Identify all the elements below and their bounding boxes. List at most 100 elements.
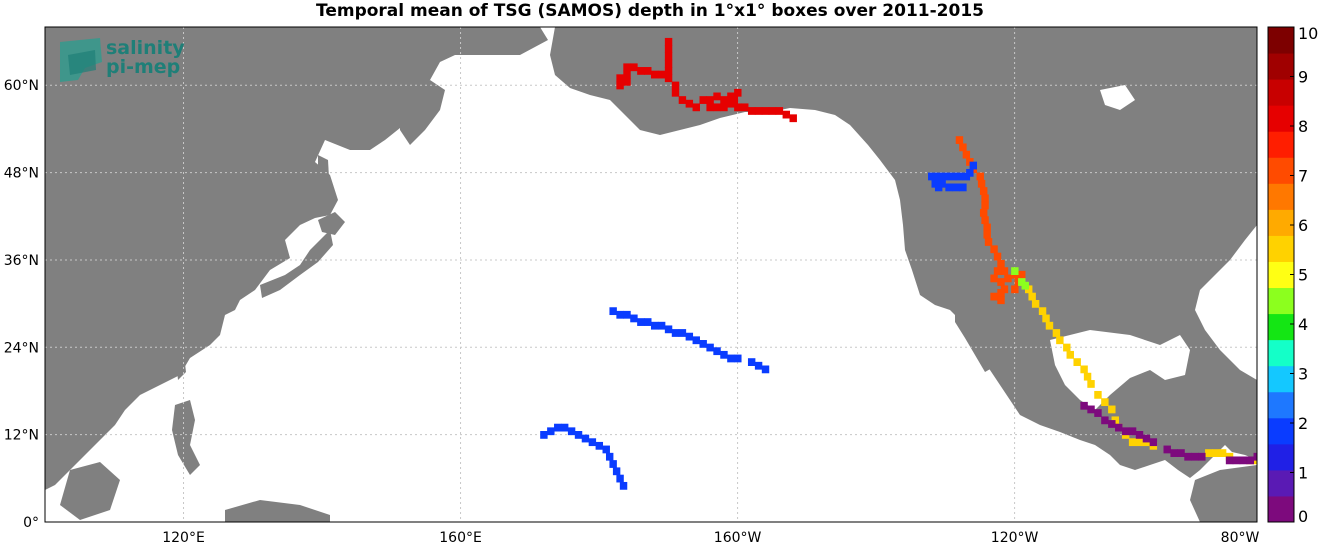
data-cell-pacific-blue xyxy=(644,318,652,326)
lat-tick-label: 24°N xyxy=(4,340,39,356)
data-cell-alaska xyxy=(706,103,714,112)
land-borneo xyxy=(60,462,120,520)
data-cell-mexico-green xyxy=(1087,380,1095,388)
data-cell-pacific-blue xyxy=(761,365,770,374)
data-cell-pacific-blue xyxy=(671,329,680,337)
colorbar-segment xyxy=(1268,287,1294,315)
data-cell-mexico-green xyxy=(1083,372,1092,381)
data-cell-mexico-purple xyxy=(1135,431,1144,439)
data-cell-mexico-purple xyxy=(1253,452,1257,461)
data-cell-mexico-green xyxy=(1028,292,1036,301)
data-cell-alaska xyxy=(616,74,624,83)
data-cell-us-west-coast xyxy=(993,267,1002,275)
colorbar-segment xyxy=(1268,183,1294,210)
data-cell-pacific-blue xyxy=(651,321,659,330)
data-cell-west-pacific-blue xyxy=(567,427,576,436)
data-cell-alaska xyxy=(685,99,694,108)
data-cell-west-pacific-blue xyxy=(609,460,617,468)
colorbar-segment xyxy=(1268,365,1294,393)
land-hudson-water xyxy=(1100,85,1135,110)
data-cell-alaska xyxy=(761,107,770,115)
data-cell-us-west-coast xyxy=(997,296,1005,305)
data-cell-alaska xyxy=(734,103,742,112)
colorbar-segment xyxy=(1268,235,1294,262)
colorbar-tick-label: 9 xyxy=(1298,68,1308,87)
data-cell-baja-mixed xyxy=(1021,281,1029,290)
data-cell-pacific-blue xyxy=(720,350,728,359)
land-sakhalin xyxy=(318,155,330,210)
data-cell-mexico-purple xyxy=(1128,427,1137,436)
data-cell-mexico-purple xyxy=(1232,456,1241,465)
data-cell-pnw-blue xyxy=(952,183,960,192)
colorbar-segment xyxy=(1268,131,1294,158)
data-cell-alaska xyxy=(657,70,666,79)
data-cell-mexico-green xyxy=(1073,358,1081,366)
colorbar: 0 1 2 3 4 5 6 7 8 9 10 xyxy=(1267,24,1318,526)
data-cell-west-pacific-blue xyxy=(560,423,569,432)
colorbar-segment xyxy=(1268,53,1294,80)
logo-line1: salinity xyxy=(106,37,185,59)
data-cell-alaska xyxy=(671,88,680,97)
data-cell-pacific-blue xyxy=(734,354,742,363)
colorbar-segment xyxy=(1268,417,1294,445)
lat-tick-label: 60°N xyxy=(4,78,39,94)
data-cell-pnw-blue xyxy=(945,183,953,192)
data-cell-pacific-blue xyxy=(630,314,638,323)
data-cell-us-west-coast xyxy=(979,187,988,195)
data-cell-mexico-green xyxy=(1260,460,1267,468)
data-cell-west-pacific-blue xyxy=(554,423,562,432)
axis-ticks: 120°E 160°E 160°W 120°W 80°W 0° 12°N 24°N 36°N 48… xyxy=(4,78,1260,544)
logo: salinity pi-mep xyxy=(60,37,185,82)
data-cell-alaska xyxy=(623,63,631,72)
data-cell-west-pacific-blue xyxy=(595,441,604,450)
land-florida-gulf-water xyxy=(1050,330,1190,410)
data-cell-alaska xyxy=(699,96,707,104)
colorbar-tick-label: 4 xyxy=(1298,315,1308,334)
data-cell-mexico-green xyxy=(1108,405,1116,414)
data-cell-pacific-blue xyxy=(754,361,763,370)
data-cell-us-west-coast xyxy=(962,150,971,159)
colorbar-segment xyxy=(1268,469,1294,497)
data-cell-alaska xyxy=(637,67,645,75)
data-cell-west-pacific-blue xyxy=(602,445,610,454)
data-cell-us-west-coast xyxy=(1000,267,1009,275)
logo-line2: pi-mep xyxy=(106,56,180,78)
data-cell-alaska xyxy=(775,107,784,115)
data-cell-pacific-blue xyxy=(637,318,645,326)
data-cell-mexico-purple xyxy=(1246,456,1255,465)
land-south-america xyxy=(1190,465,1257,522)
data-cell-alaska xyxy=(664,59,673,68)
data-cell-alaska xyxy=(730,96,739,104)
data-cell-baja-mixed xyxy=(1011,267,1019,275)
data-cell-alaska xyxy=(741,103,749,112)
data-cell-pacific-blue xyxy=(678,329,687,337)
map-frame xyxy=(44,26,1258,523)
colorbar-segment xyxy=(1268,79,1294,106)
colorbar-tick-label: 2 xyxy=(1298,414,1308,433)
colorbar-tick-label: 6 xyxy=(1298,216,1308,235)
data-cell-alaska xyxy=(754,107,763,115)
data-cell-mexico-purple xyxy=(1142,434,1151,443)
lat-tick-label: 36°N xyxy=(4,253,39,269)
colorbar-tick-label: 0 xyxy=(1298,507,1308,526)
data-cell-pacific-blue xyxy=(609,307,617,316)
colorbar-segment xyxy=(1268,391,1294,419)
lon-tick-label: 120°E xyxy=(162,530,205,544)
data-cell-west-pacific-blue xyxy=(588,438,597,447)
data-cell-us-west-coast xyxy=(997,259,1005,268)
data-cell-us-west-coast xyxy=(979,208,988,217)
data-cell-alaska xyxy=(664,52,673,61)
page-title: Temporal mean of TSG (SAMOS) depth in 1°… xyxy=(315,1,984,21)
data-cell-pacific-blue xyxy=(699,340,707,348)
data-cell-pnw-blue xyxy=(934,183,943,192)
data-cell-west-pacific-blue xyxy=(616,474,624,483)
data-cell-alaska xyxy=(630,63,638,72)
data-cell-mexico-purple xyxy=(1184,452,1192,461)
data-cell-mexico-purple xyxy=(1087,405,1095,414)
data-cell-pacific-blue xyxy=(692,336,700,345)
data-cell-us-west-coast xyxy=(981,216,989,225)
data-cell-us-west-coast xyxy=(959,143,967,152)
lon-tick-label: 80°W xyxy=(1221,530,1260,544)
land-kamchatka xyxy=(400,80,445,145)
